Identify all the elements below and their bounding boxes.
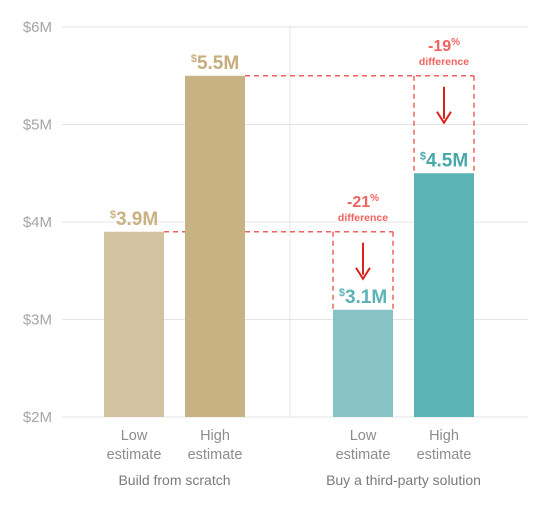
bar-value-label: $3.1M	[339, 287, 387, 308]
difference-annotations: -21%difference-19%difference	[338, 37, 469, 281]
y-tick-label: $5M	[23, 117, 52, 134]
x-category-label: High	[429, 428, 459, 444]
bars	[104, 75, 474, 417]
x-category-label: estimate	[107, 447, 162, 463]
down-arrow-icon	[355, 267, 371, 281]
axis-labels: $2M $3M $4M $5M $6M Low estimate High estimate Bu…	[23, 19, 481, 488]
bar-value-label: $4.5M	[420, 150, 468, 171]
x-category-label: Low	[121, 428, 148, 444]
bar-value-label: $5.5M	[191, 53, 239, 74]
difference-label: difference	[419, 56, 469, 68]
x-category-label: estimate	[188, 447, 243, 463]
x-category-label: estimate	[417, 447, 472, 463]
bar-value-label: $3.9M	[110, 209, 158, 230]
y-tick-label: $6M	[23, 19, 52, 36]
difference-percent: -21%	[347, 193, 379, 211]
x-category-label: Low	[350, 428, 377, 444]
down-arrow-icon	[436, 111, 452, 125]
x-category-label: High	[200, 428, 230, 444]
difference-percent: -19%	[428, 37, 460, 55]
difference-bracket	[413, 75, 475, 174]
bar	[414, 173, 474, 417]
bar	[185, 75, 245, 417]
group-label: Build from scratch	[118, 472, 230, 488]
difference-bracket	[332, 231, 394, 310]
y-tick-label: $2M	[23, 409, 52, 426]
bar	[333, 309, 393, 417]
difference-label: difference	[338, 212, 388, 224]
value-labels: $3.9M $5.5M $3.1M $4.5M	[110, 53, 468, 308]
y-tick-label: $3M	[23, 312, 52, 329]
x-category-label: estimate	[336, 447, 391, 463]
y-tick-label: $4M	[23, 214, 52, 231]
bar	[104, 231, 164, 417]
group-label: Buy a third-party solution	[326, 472, 481, 488]
